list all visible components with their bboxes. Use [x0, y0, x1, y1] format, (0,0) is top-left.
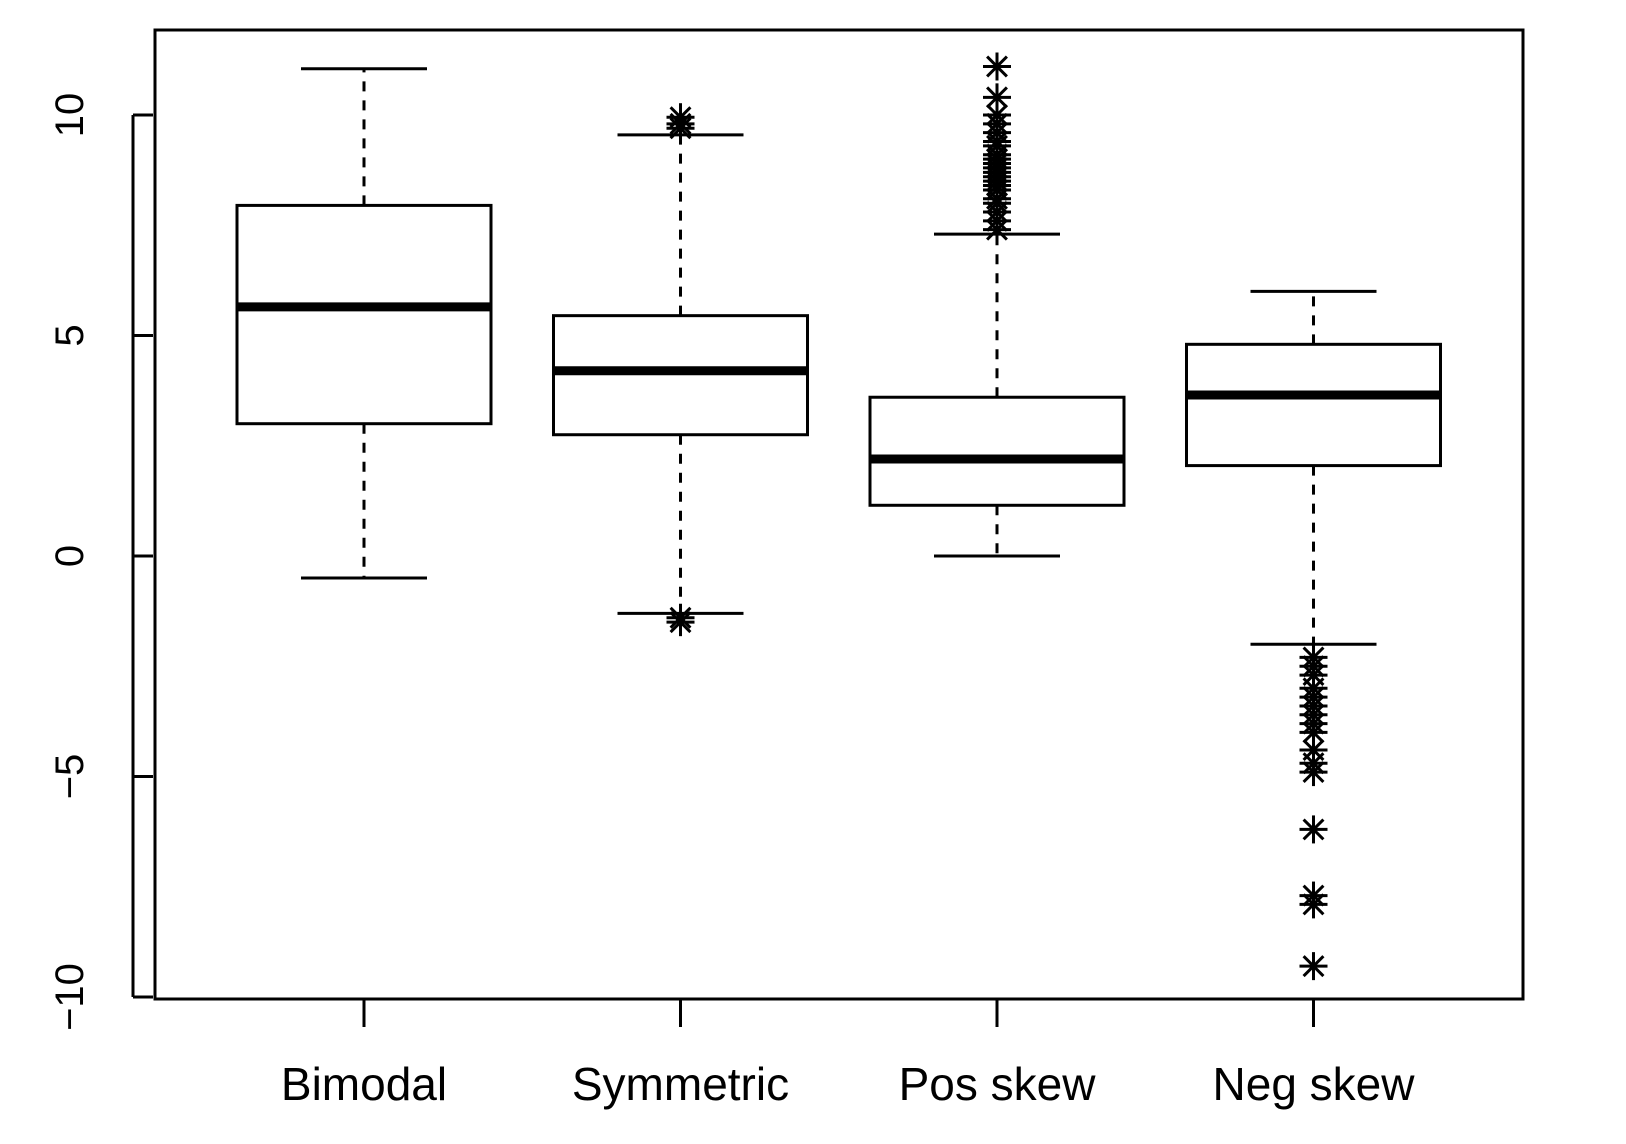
x-axis: Bimodal Symmetric Pos skew Neg skew — [281, 999, 1415, 1110]
plot-frame — [153, 28, 1525, 1001]
box-symmetric — [552, 103, 809, 637]
y-tick-label: −10 — [48, 963, 92, 1031]
x-tick-label: Pos skew — [899, 1058, 1097, 1110]
outlier-point — [1299, 952, 1328, 981]
outlier-point — [666, 103, 695, 132]
y-tick-label: −5 — [48, 754, 92, 800]
iqr-box — [235, 203, 493, 426]
y-tick-label: 5 — [48, 324, 92, 346]
x-tick-label: Bimodal — [281, 1058, 447, 1110]
x-tick-label: Neg skew — [1213, 1058, 1416, 1110]
box-pos-skew — [868, 52, 1126, 558]
outlier-point — [983, 83, 1011, 112]
outlier-point — [666, 608, 695, 637]
outlier-point — [1299, 890, 1328, 919]
outlier-point — [1299, 758, 1328, 787]
iqr-box — [868, 395, 1126, 507]
box-neg-skew — [1185, 289, 1442, 981]
box-series — [235, 52, 1442, 981]
box-bimodal — [235, 67, 493, 580]
x-tick-label: Symmetric — [572, 1058, 789, 1110]
outlier-point — [1299, 815, 1328, 844]
iqr-box — [1185, 342, 1442, 468]
y-tick-label: 10 — [48, 93, 92, 138]
y-axis: −10 −5 0 5 10 — [48, 93, 153, 1031]
y-tick-label: 0 — [48, 545, 92, 567]
outlier-point — [983, 52, 1011, 81]
